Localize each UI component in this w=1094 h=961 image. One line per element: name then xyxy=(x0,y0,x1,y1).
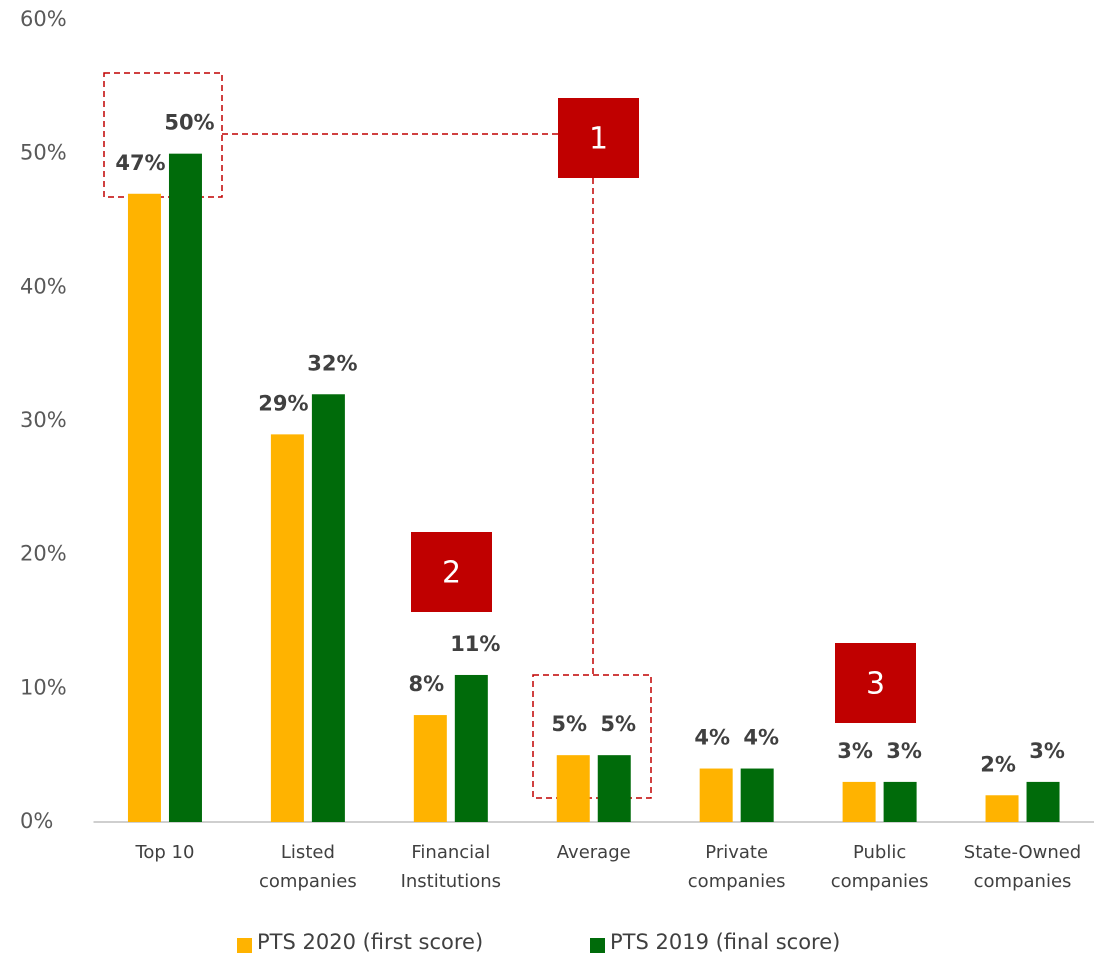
x-tick-label: State-Owned companies xyxy=(963,842,1082,892)
value-label: 5% xyxy=(600,712,636,736)
legend-label: PTS 2019 (final score) xyxy=(610,930,841,954)
x-tick-label: Average xyxy=(556,842,631,863)
x-tick-label: Public companies xyxy=(830,842,929,892)
legend-swatch xyxy=(590,938,605,953)
bar xyxy=(985,795,1019,822)
y-tick-label: 60% xyxy=(20,7,67,31)
y-tick-label: 40% xyxy=(20,274,67,298)
legend-label: PTS 2020 (first score) xyxy=(257,930,484,954)
bar xyxy=(270,434,304,822)
callout-number: 1 xyxy=(589,122,608,157)
value-label: 3% xyxy=(837,739,873,763)
bar xyxy=(740,768,774,822)
value-label: 3% xyxy=(886,739,922,763)
x-tick-label: Private companies xyxy=(687,842,786,892)
value-label: 5% xyxy=(551,712,587,736)
callout-number: 3 xyxy=(866,667,885,702)
x-tick-label: Financial Institutions xyxy=(400,842,502,892)
value-label: 32% xyxy=(307,351,357,375)
legend-swatch xyxy=(237,938,252,953)
callout-number: 2 xyxy=(442,556,461,591)
value-label: 47% xyxy=(115,151,165,175)
bar xyxy=(1026,781,1060,822)
value-label: 4% xyxy=(743,726,779,750)
y-tick-label: 20% xyxy=(20,542,67,566)
callouts xyxy=(103,72,652,799)
bar xyxy=(127,193,161,822)
bar xyxy=(168,153,202,822)
bar xyxy=(413,715,447,822)
y-tick-label: 50% xyxy=(20,141,67,165)
value-label: 8% xyxy=(408,672,444,696)
bar xyxy=(556,755,590,822)
value-label: 50% xyxy=(164,111,214,135)
x-tick-label: Top 10 xyxy=(135,842,195,863)
y-tick-label: 30% xyxy=(20,408,67,432)
y-tick-label: 10% xyxy=(20,675,67,699)
value-label: 29% xyxy=(258,391,308,415)
value-label: 2% xyxy=(980,752,1016,776)
callout-box xyxy=(411,532,492,612)
bar xyxy=(842,781,876,822)
bar xyxy=(883,781,917,822)
dashed-box xyxy=(532,674,652,799)
dashed-box xyxy=(103,72,223,198)
value-label: 4% xyxy=(694,726,730,750)
value-label: 3% xyxy=(1029,739,1065,763)
bar xyxy=(454,674,488,822)
value-label: 11% xyxy=(450,632,500,656)
bar xyxy=(699,768,733,822)
callout-box xyxy=(558,98,639,178)
y-tick-label: 0% xyxy=(20,809,53,833)
bar xyxy=(597,755,631,822)
callout-box xyxy=(835,643,916,723)
x-tick-label: Listed companies xyxy=(259,842,357,892)
bar xyxy=(311,394,345,822)
